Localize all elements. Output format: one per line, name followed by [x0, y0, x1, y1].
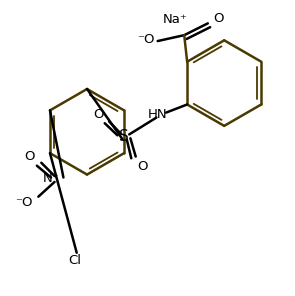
- Text: ⁻O: ⁻O: [137, 33, 155, 46]
- Text: Na⁺: Na⁺: [163, 13, 188, 26]
- Text: O: O: [24, 150, 35, 163]
- Text: S: S: [119, 129, 129, 144]
- Text: ⁻O: ⁻O: [15, 196, 32, 209]
- Text: O: O: [94, 107, 104, 120]
- Text: O: O: [137, 160, 148, 173]
- Text: HN: HN: [148, 107, 168, 120]
- Text: O: O: [213, 12, 223, 25]
- Text: Cl: Cl: [69, 254, 82, 267]
- Text: N⁺: N⁺: [43, 173, 59, 186]
